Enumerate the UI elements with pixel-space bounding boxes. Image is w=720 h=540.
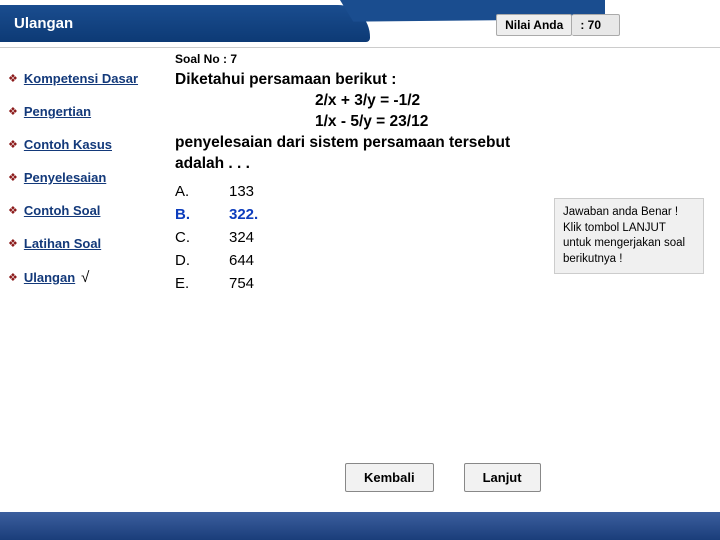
sidebar-item-label: Ulangan — [24, 270, 75, 285]
option-value: 324 — [229, 229, 254, 246]
score-label: Nilai Anda — [496, 14, 572, 36]
option-letter: E. — [175, 275, 229, 292]
feedback-box: Jawaban anda Benar ! Klik tombol LANJUT … — [554, 198, 704, 274]
nav-buttons: Kembali Lanjut — [345, 463, 541, 492]
header-bar: Ulangan Nilai Anda : 70 — [0, 0, 720, 48]
option-letter: D. — [175, 252, 229, 269]
diamond-icon: ❖ — [8, 72, 18, 85]
sidebar-item-label: Contoh Soal — [24, 203, 101, 218]
question-text: Diketahui persamaan berikut : 2/x + 3/y … — [175, 70, 706, 175]
diamond-icon: ❖ — [8, 105, 18, 118]
question-line: adalah . . . — [175, 154, 706, 175]
option-letter: B. — [175, 206, 229, 223]
sidebar-item-label: Penyelesaian — [24, 170, 106, 185]
diamond-icon: ❖ — [8, 204, 18, 217]
check-icon: √ — [81, 269, 89, 286]
page-title: Ulangan — [0, 5, 370, 42]
option-letter: C. — [175, 229, 229, 246]
question-line: 1/x - 5/y = 23/12 — [315, 112, 706, 133]
option-value: 644 — [229, 252, 254, 269]
sidebar-item-penyelesaian[interactable]: ❖ Penyelesaian — [8, 170, 167, 185]
question-number: Soal No : 7 — [175, 52, 706, 66]
feedback-text: Jawaban anda Benar ! Klik tombol LANJUT … — [563, 206, 685, 265]
sidebar-item-label: Pengertian — [24, 104, 91, 119]
sidebar-item-kompetensi[interactable]: ❖ Kompetensi Dasar — [8, 71, 167, 86]
option-letter: A. — [175, 183, 229, 200]
diamond-icon: ❖ — [8, 237, 18, 250]
diamond-icon: ❖ — [8, 271, 18, 284]
next-button[interactable]: Lanjut — [464, 463, 541, 492]
question-line: 2/x + 3/y = -1/2 — [315, 91, 706, 112]
score-value: : 70 — [572, 14, 620, 36]
option-e[interactable]: E. 754 — [175, 275, 706, 292]
sidebar-item-label: Latihan Soal — [24, 236, 101, 251]
option-value: 754 — [229, 275, 254, 292]
sidebar-item-label: Contoh Kasus — [24, 137, 112, 152]
sidebar-item-contoh-kasus[interactable]: ❖ Contoh Kasus — [8, 137, 167, 152]
footer-bar — [0, 512, 720, 540]
diamond-icon: ❖ — [8, 138, 18, 151]
sidebar-item-pengertian[interactable]: ❖ Pengertian — [8, 104, 167, 119]
score-box: Nilai Anda : 70 — [496, 14, 620, 36]
back-button[interactable]: Kembali — [345, 463, 434, 492]
question-line: penyelesaian dari sistem persamaan terse… — [175, 133, 706, 154]
sidebar-item-latihan-soal[interactable]: ❖ Latihan Soal — [8, 236, 167, 251]
option-value: 322. — [229, 206, 258, 223]
sidebar-item-label: Kompetensi Dasar — [24, 71, 138, 86]
option-value: 133 — [229, 183, 254, 200]
main-area: ❖ Kompetensi Dasar ❖ Pengertian ❖ Contoh… — [0, 48, 720, 510]
sidebar: ❖ Kompetensi Dasar ❖ Pengertian ❖ Contoh… — [0, 48, 175, 510]
sidebar-item-contoh-soal[interactable]: ❖ Contoh Soal — [8, 203, 167, 218]
question-line: Diketahui persamaan berikut : — [175, 70, 706, 91]
content-area: Soal No : 7 Diketahui persamaan berikut … — [175, 48, 720, 510]
sidebar-item-ulangan[interactable]: ❖ Ulangan √ — [8, 269, 167, 286]
diamond-icon: ❖ — [8, 171, 18, 184]
